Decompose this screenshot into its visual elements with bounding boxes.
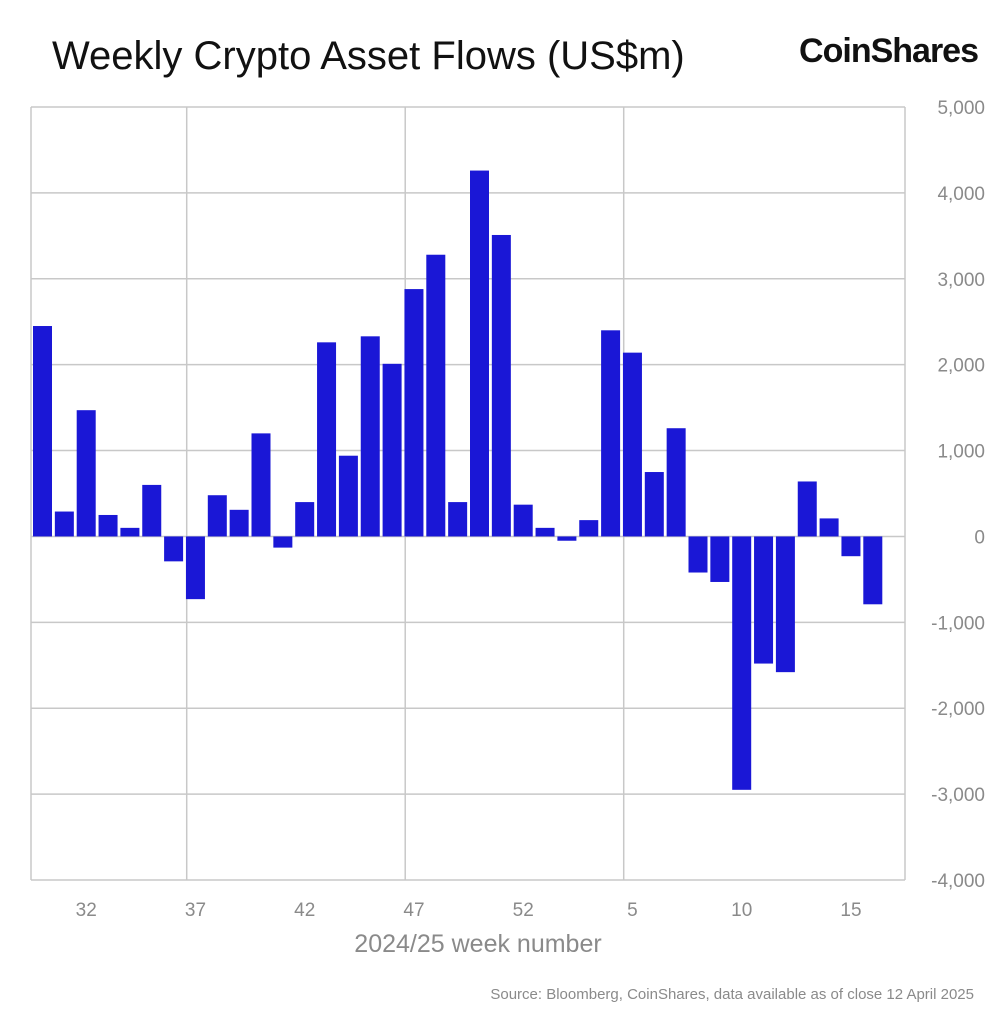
bar bbox=[797, 481, 817, 537]
bar bbox=[317, 342, 337, 537]
bar bbox=[622, 352, 642, 537]
bar bbox=[732, 536, 752, 790]
y-tick-label: -2,000 bbox=[931, 699, 985, 720]
bar bbox=[426, 254, 446, 537]
bar bbox=[54, 511, 74, 537]
bar bbox=[142, 484, 162, 537]
bar bbox=[644, 472, 664, 537]
bar bbox=[98, 514, 118, 537]
bar bbox=[295, 502, 315, 537]
x-tick-label: 10 bbox=[731, 900, 752, 921]
y-tick-label: 5,000 bbox=[937, 98, 985, 119]
bar bbox=[513, 504, 533, 537]
y-tick-label: 3,000 bbox=[937, 270, 985, 291]
bar bbox=[338, 455, 358, 537]
bar bbox=[688, 536, 708, 573]
bar bbox=[666, 428, 686, 537]
bar bbox=[710, 536, 730, 582]
y-tick-label: -4,000 bbox=[931, 871, 985, 892]
bar bbox=[863, 536, 883, 605]
y-tick-label: 0 bbox=[974, 527, 985, 548]
source-note: Source: Bloomberg, CoinShares, data avai… bbox=[490, 986, 974, 1003]
bar bbox=[207, 495, 227, 537]
x-tick-label: 42 bbox=[294, 900, 315, 921]
bar bbox=[164, 536, 184, 562]
bar bbox=[251, 433, 271, 537]
y-tick-label: -3,000 bbox=[931, 785, 985, 806]
bar bbox=[535, 527, 555, 537]
bar bbox=[579, 520, 599, 537]
bar bbox=[33, 326, 52, 537]
bar bbox=[491, 234, 511, 537]
bar bbox=[448, 502, 468, 537]
y-tick-label: -1,000 bbox=[931, 613, 985, 634]
x-tick-label: 37 bbox=[185, 900, 206, 921]
chart-title: Weekly Crypto Asset Flows (US$m) bbox=[52, 34, 685, 78]
coinshares-logo: CoinShares bbox=[799, 32, 979, 70]
bar bbox=[841, 536, 861, 557]
bar bbox=[601, 330, 621, 537]
bar bbox=[470, 170, 489, 537]
y-tick-label: 2,000 bbox=[937, 356, 985, 377]
y-tick-label: 1,000 bbox=[937, 442, 985, 463]
bar bbox=[185, 536, 205, 600]
bar bbox=[229, 509, 249, 537]
bar bbox=[775, 536, 795, 673]
bar bbox=[754, 536, 774, 664]
x-axis-label: 2024/25 week number bbox=[354, 930, 601, 958]
bar bbox=[557, 536, 577, 541]
x-tick-label: 52 bbox=[513, 900, 534, 921]
x-tick-label: 32 bbox=[76, 900, 97, 921]
x-tick-label: 47 bbox=[403, 900, 424, 921]
x-tick-label: 5 bbox=[627, 900, 638, 921]
x-tick-label: 15 bbox=[840, 900, 861, 921]
bar bbox=[819, 518, 839, 537]
bar bbox=[360, 336, 380, 537]
bar bbox=[382, 363, 402, 537]
bar bbox=[273, 536, 293, 548]
bar bbox=[404, 289, 424, 537]
y-tick-label: 4,000 bbox=[937, 184, 985, 205]
bar bbox=[120, 527, 140, 537]
bar bbox=[76, 410, 96, 537]
